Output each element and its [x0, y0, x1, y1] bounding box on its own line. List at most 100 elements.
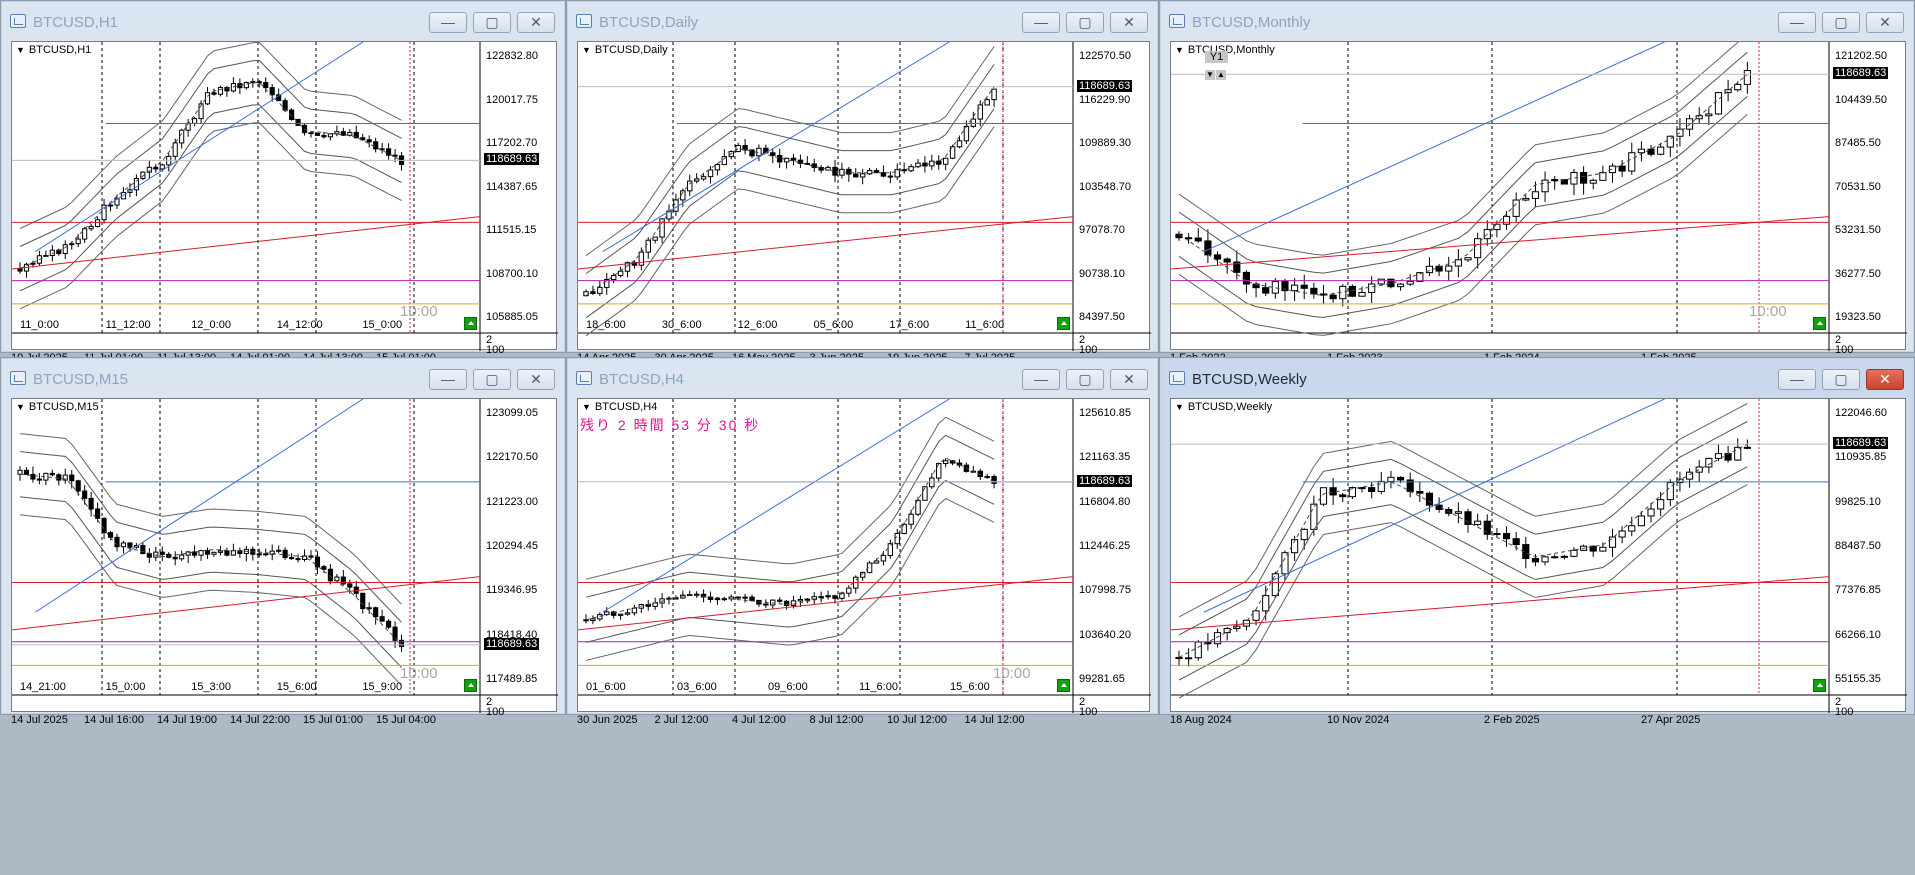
chevron-down-icon[interactable]: ▼ — [16, 402, 25, 412]
close-button[interactable]: ✕ — [1110, 12, 1148, 33]
close-button[interactable]: ✕ — [517, 369, 555, 390]
candle — [1531, 181, 1540, 208]
time-axis-label: 15 Jul 01:00 — [303, 714, 363, 726]
chart-plot-area[interactable]: ▼ BTCUSD,Weekly 122046.60 110935.85 99825.10… — [1170, 398, 1907, 718]
chart-plot-area[interactable]: ▼ BTCUSD,H1 122832.80 120017.75 117202.70 114… — [11, 41, 558, 356]
symbol-label[interactable]: ▼ BTCUSD,H4 — [582, 401, 657, 413]
price-chart[interactable] — [12, 42, 558, 351]
price-chart[interactable] — [578, 399, 1151, 713]
symbol-label[interactable]: ▼ BTCUSD,H1 — [16, 44, 91, 56]
maximize-button[interactable]: ▢ — [473, 12, 511, 33]
title-bar[interactable]: BTCUSD,M15 — ▢ ✕ — [1, 358, 565, 398]
trend-line — [12, 216, 481, 270]
trade-panel-icon[interactable] — [1813, 317, 1826, 330]
arrow-down-icon[interactable]: ▼ — [1205, 70, 1215, 80]
bollinger-band — [585, 434, 995, 598]
candle — [942, 458, 949, 468]
arrow-up-icon[interactable]: ▲ — [1216, 70, 1226, 80]
time-axis-label: 14 Jul 12:00 — [964, 714, 1025, 726]
chart-window-h4[interactable]: BTCUSD,H4 — ▢ ✕ ▼ BTCUSD,H4 残り 2 時間 53 分 30 秒 1… — [566, 357, 1159, 726]
maximize-button[interactable]: ▢ — [473, 369, 511, 390]
chevron-down-icon[interactable]: ▼ — [582, 45, 591, 55]
chevron-down-icon[interactable]: ▼ — [1175, 45, 1184, 55]
close-button[interactable]: ✕ — [1866, 12, 1904, 33]
minimize-button[interactable]: — — [1022, 369, 1060, 390]
maximize-button[interactable]: ▢ — [1066, 369, 1104, 390]
candle — [1319, 487, 1328, 506]
candle — [1551, 176, 1559, 190]
price-tick-label: 87485.50 — [1835, 137, 1881, 149]
window-title: BTCUSD,H4 — [599, 371, 685, 388]
price-chart[interactable] — [1171, 399, 1907, 713]
maximize-button[interactable]: ▢ — [1822, 369, 1860, 390]
trade-panel-icon[interactable] — [464, 679, 477, 692]
bollinger-band — [19, 496, 402, 668]
chevron-down-icon[interactable]: ▼ — [582, 402, 591, 412]
candle — [776, 597, 783, 603]
symbol-label[interactable]: ▼ BTCUSD,Daily — [582, 44, 668, 56]
candle — [140, 542, 146, 555]
candle — [1714, 92, 1723, 115]
chart-window-h1[interactable]: BTCUSD,H1— ▢ ✕ ▼ BTCUSD,H1 122832.80 120017.75… — [0, 0, 566, 364]
title-bar[interactable]: BTCUSD,Weekly — ▢ ✕ — [1160, 358, 1914, 398]
maximize-button[interactable]: ▢ — [1822, 12, 1860, 33]
minimize-button[interactable]: — — [429, 12, 467, 33]
candle — [204, 547, 211, 559]
candle — [880, 165, 887, 178]
chart-window-daily[interactable]: BTCUSD,Daily — ▢ ✕ ▼ BTCUSD,Daily 122570.50 116… — [566, 0, 1159, 364]
title-bar[interactable]: BTCUSD,H4 — ▢ ✕ — [567, 358, 1158, 398]
minimize-button[interactable]: — — [1778, 12, 1816, 33]
candle — [327, 133, 333, 141]
chart-plot-area[interactable]: ▼ BTCUSD,Daily 122570.50 116229.90 109889.30… — [577, 41, 1151, 356]
candle — [334, 125, 340, 137]
candle — [1464, 508, 1472, 533]
close-button[interactable]: ✕ — [517, 12, 555, 33]
price-tick-label: 122046.60 — [1835, 407, 1887, 419]
price-tick-label: 97078.70 — [1079, 224, 1125, 236]
chevron-down-icon[interactable]: ▼ — [16, 45, 25, 55]
candle — [1474, 232, 1482, 269]
candle — [1194, 639, 1202, 661]
candle — [866, 167, 873, 176]
candle — [1724, 79, 1732, 102]
trade-panel-icon[interactable] — [1813, 679, 1826, 692]
candle — [1628, 142, 1636, 175]
trade-panel-icon[interactable] — [1057, 317, 1070, 330]
title-bar[interactable]: BTCUSD,H1 — ▢ ✕ — [1, 1, 565, 41]
candle — [949, 460, 956, 466]
time-overlay-label: 10:00 — [400, 303, 438, 320]
scale-top: 2 — [486, 334, 493, 346]
bollinger-band — [1178, 466, 1748, 681]
candle — [645, 599, 651, 611]
maximize-button[interactable]: ▢ — [1066, 12, 1104, 33]
close-button[interactable]: ✕ — [1866, 369, 1904, 390]
candle — [1194, 228, 1202, 243]
candle-countdown: 残り 2 時間 53 分 30 秒 — [580, 417, 761, 433]
chart-plot-area[interactable]: ▼ BTCUSD,M15 123099.05 122170.50 121223.00 12… — [11, 398, 558, 718]
time-axis-label: 27 Apr 2025 — [1641, 714, 1701, 726]
trade-panel-icon[interactable] — [464, 317, 477, 330]
chart-plot-area[interactable]: ▼ BTCUSD,Monthly Y1 ▼ ▲ 121202.50 104439.50 874… — [1170, 41, 1907, 356]
chart-plot-area[interactable]: ▼ BTCUSD,H4 残り 2 時間 53 分 30 秒 125610.85 1211… — [577, 398, 1151, 718]
minimize-button[interactable]: — — [1778, 369, 1816, 390]
symbol-label[interactable]: ▼ BTCUSD,Weekly — [1175, 401, 1272, 413]
symbol-label[interactable]: ▼ BTCUSD,M15 — [16, 401, 99, 413]
price-chart[interactable] — [1171, 42, 1907, 351]
period-arrows[interactable]: ▼ ▲ — [1205, 64, 1228, 80]
chart-window-m15[interactable]: BTCUSD,M15— ▢ ✕ ▼ BTCUSD,M15 123099.05 122170.… — [0, 357, 566, 726]
candle — [1705, 457, 1713, 474]
close-button[interactable]: ✕ — [1110, 369, 1148, 390]
minimize-button[interactable]: — — [1022, 12, 1060, 33]
minimize-button[interactable]: — — [429, 369, 467, 390]
title-bar[interactable]: BTCUSD,Daily — ▢ ✕ — [567, 1, 1158, 41]
candle — [217, 545, 224, 556]
price-chart[interactable] — [578, 42, 1151, 351]
bollinger-band — [585, 86, 995, 297]
price-chart[interactable] — [12, 399, 558, 713]
chart-window-weekly[interactable]: BTCUSD,Weekly — ▢ ✕ ▼ BTCUSD,Weekly 122046.60 1… — [1159, 357, 1915, 726]
trade-panel-icon[interactable] — [1057, 679, 1070, 692]
chevron-down-icon[interactable]: ▼ — [1175, 402, 1184, 412]
period-button[interactable]: Y1 — [1205, 51, 1228, 63]
title-bar[interactable]: BTCUSD,Monthly — ▢ ✕ — [1160, 1, 1914, 41]
chart-window-monthly[interactable]: BTCUSD,Monthly — ▢ ✕ ▼ BTCUSD,Monthly Y1 ▼ ▲ 1212… — [1159, 0, 1915, 364]
